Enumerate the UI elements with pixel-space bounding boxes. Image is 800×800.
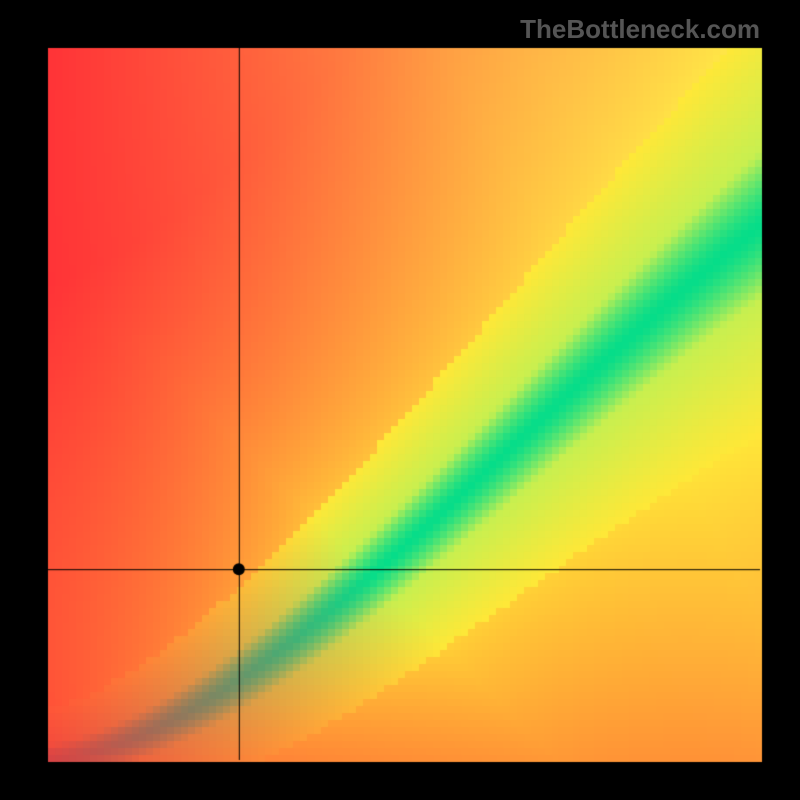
heatmap-canvas (0, 0, 800, 800)
chart-container: { "type": "heatmap", "canvas": { "width"… (0, 0, 800, 800)
watermark-text: TheBottleneck.com (520, 14, 760, 45)
